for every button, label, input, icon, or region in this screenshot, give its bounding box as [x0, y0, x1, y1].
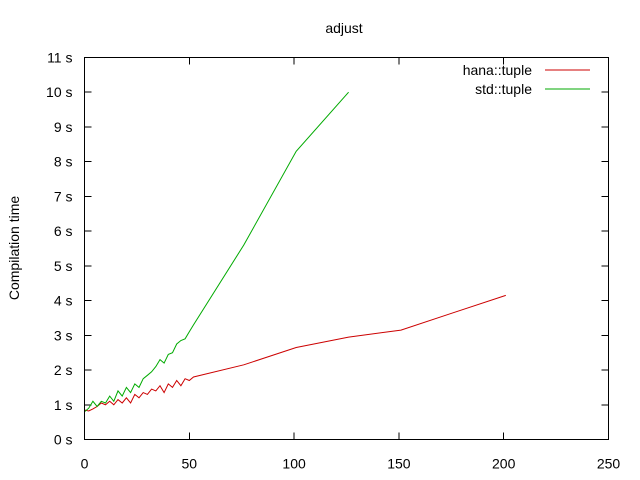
x-tick-label: 0 [81, 456, 89, 472]
plot-frame [84, 57, 609, 440]
axis-ticks: 0 s 1 s 2 s 3 s 4 s 5 s 6 s 7 s 8 s 9 s 10 s 11 s 0 5… [46, 50, 620, 472]
y-tick-label: 7 s [54, 188, 73, 204]
series-lines [84, 91, 506, 413]
y-tick-label: 0 s [54, 432, 73, 448]
y-tick-label: 1 s [54, 397, 73, 413]
y-tick-label: 8 s [54, 154, 73, 170]
x-tick-label: 50 [182, 456, 198, 472]
y-tick-label: 9 s [54, 119, 73, 135]
y-tick-label: 4 s [54, 293, 73, 309]
chart-title: adjust [325, 20, 362, 36]
legend-label: hana::tuple [463, 62, 532, 78]
series-line-2 [84, 91, 349, 413]
x-tick-label: 100 [282, 456, 306, 472]
y-tick-label: 2 s [54, 362, 73, 378]
x-tick-label: 150 [387, 456, 411, 472]
x-tick-label: 250 [597, 456, 621, 472]
y-axis-label: Compilation time [6, 196, 22, 300]
series-line-1 [84, 294, 506, 412]
y-tick-label: 11 s [47, 50, 72, 66]
y-tick-label: 3 s [54, 327, 73, 343]
y-tick-label: 5 s [54, 258, 73, 274]
y-tick-label: 6 s [54, 223, 73, 239]
legend-label: std::tuple [475, 81, 532, 97]
x-tick-label: 200 [492, 456, 516, 472]
y-tick-label: 10 s [46, 84, 72, 100]
